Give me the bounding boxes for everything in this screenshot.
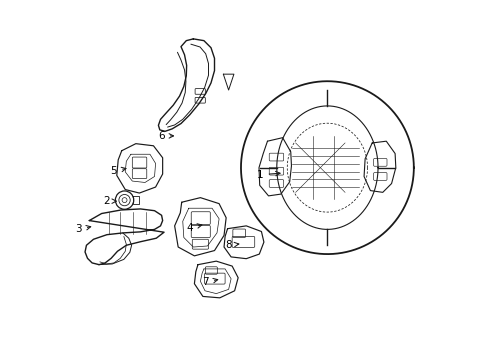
Text: 2: 2 <box>102 196 116 206</box>
Text: 5: 5 <box>110 166 126 176</box>
Text: 3: 3 <box>75 224 91 234</box>
Text: 4: 4 <box>186 222 202 233</box>
Text: 8: 8 <box>225 240 238 250</box>
Text: 6: 6 <box>158 131 173 141</box>
Text: 7: 7 <box>202 277 217 287</box>
Text: 1: 1 <box>257 170 280 180</box>
